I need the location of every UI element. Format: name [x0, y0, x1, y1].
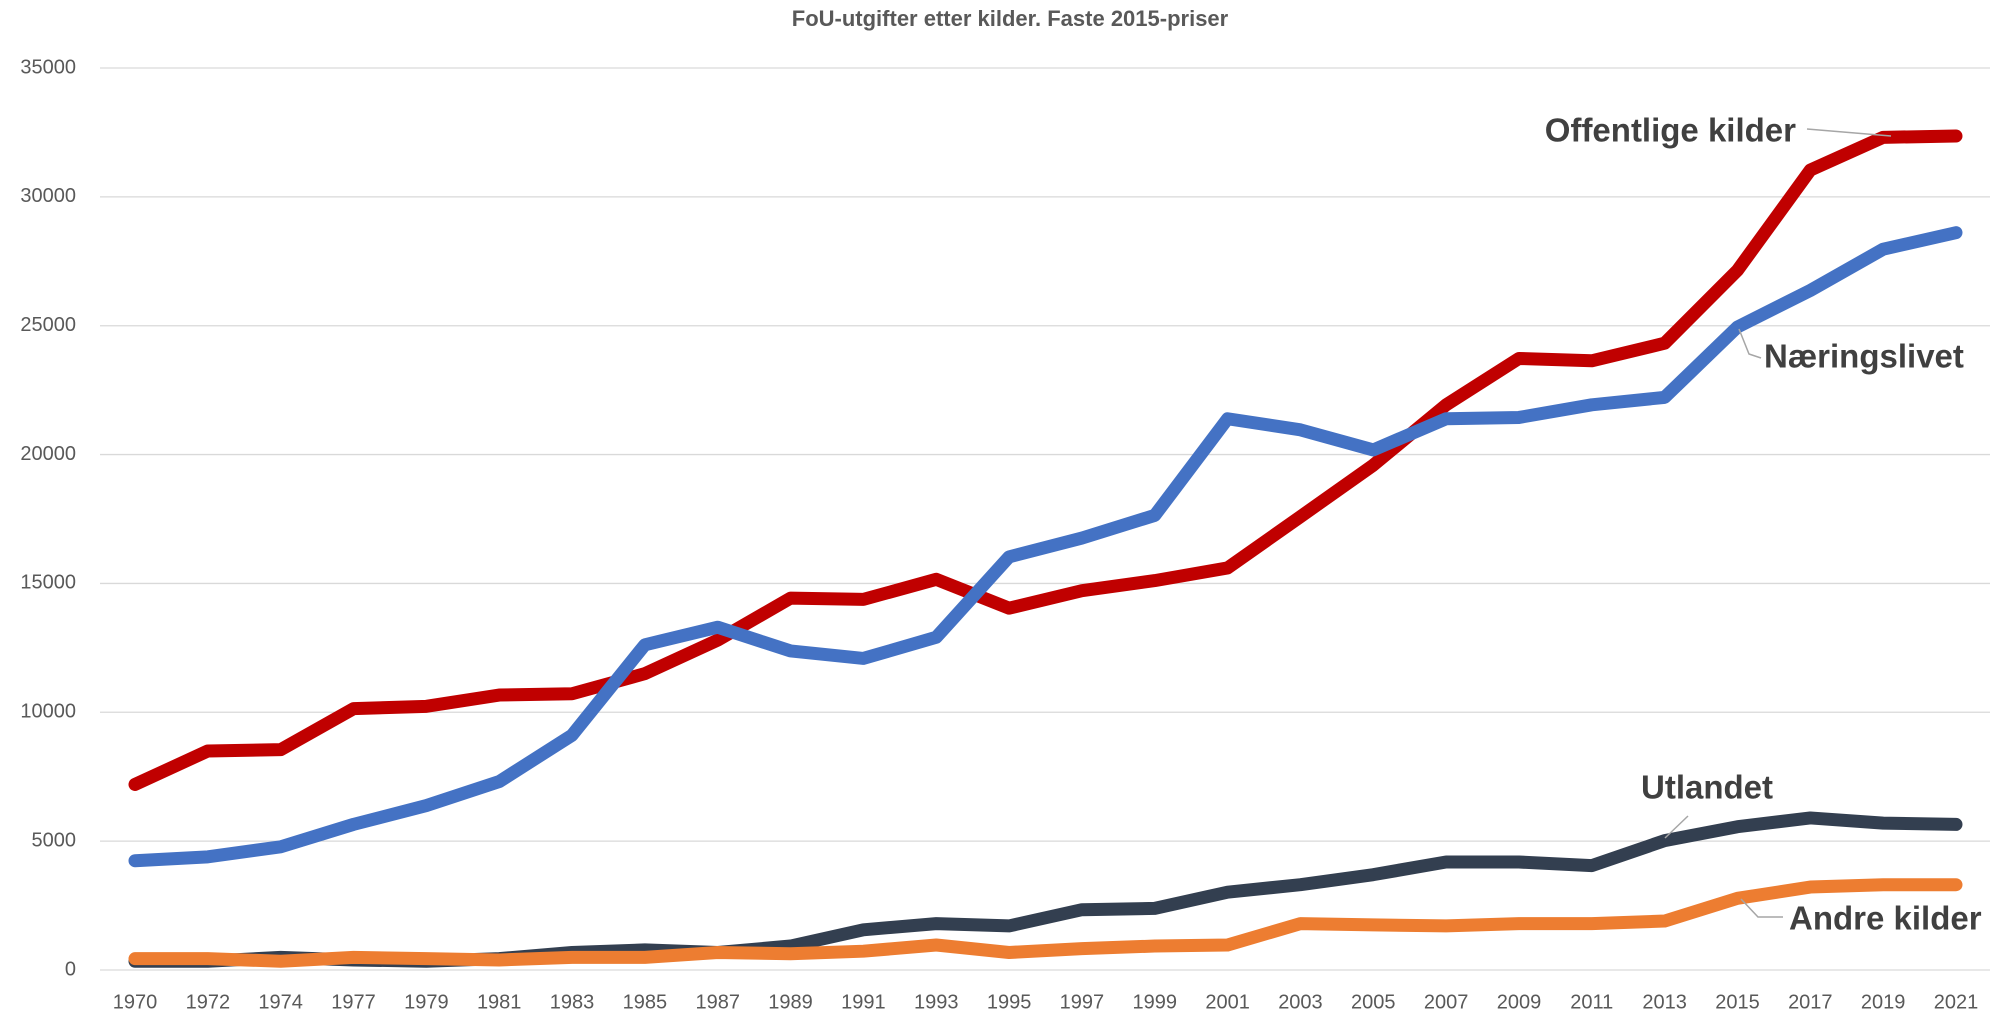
x-tick-label: 1972	[186, 991, 231, 1013]
x-tick-label: 1985	[623, 991, 668, 1013]
y-tick-label: 30000	[20, 185, 76, 207]
x-tick-label: 1983	[550, 991, 595, 1013]
leader-line	[1664, 815, 1689, 839]
x-tick-label: 2013	[1642, 991, 1687, 1013]
y-tick-label: 5000	[32, 829, 77, 851]
series-line	[128, 226, 1963, 868]
x-tick-label: 2021	[1934, 991, 1979, 1013]
x-tick-label: 2019	[1861, 991, 1906, 1013]
x-tick-label: 1999	[1133, 991, 1178, 1013]
leader-line	[1806, 128, 1892, 137]
series-line	[128, 811, 1963, 968]
leader-line	[1738, 328, 1762, 359]
x-tick-label: 1991	[841, 991, 886, 1013]
x-tick-label: 1995	[987, 991, 1032, 1013]
y-tick-label: 25000	[20, 314, 76, 336]
x-tick-label: 1974	[258, 991, 303, 1013]
y-tick-label: 35000	[20, 56, 76, 78]
x-tick-label: 1987	[695, 991, 740, 1013]
x-tick-label: 1981	[477, 991, 522, 1013]
x-tick-label: 1970	[113, 991, 158, 1013]
series-line	[128, 129, 1963, 791]
y-tick-label: 10000	[20, 701, 76, 723]
series-label: Andre kilder	[1789, 900, 1982, 937]
x-tick-label: 1989	[768, 991, 813, 1013]
leader-line	[1740, 898, 1783, 918]
x-tick-label: 2001	[1205, 991, 1250, 1013]
x-tick-label: 1993	[914, 991, 959, 1013]
series-label: Utlandet	[1641, 769, 1773, 806]
chart-title: FoU-utgifter etter kilder. Faste 2015-pr…	[792, 6, 1229, 31]
y-tick-label: 0	[65, 958, 76, 980]
x-tick-label: 2003	[1278, 991, 1323, 1013]
x-tick-label: 2011	[1570, 991, 1613, 1013]
x-tick-label: 2009	[1497, 991, 1542, 1013]
series-label: Offentlige kilder	[1545, 112, 1796, 149]
x-tick-label: 2017	[1788, 991, 1833, 1013]
y-tick-label: 20000	[20, 443, 76, 465]
x-tick-label: 1979	[404, 991, 449, 1013]
x-tick-label: 2007	[1424, 991, 1469, 1013]
series-label: Næringslivet	[1764, 338, 1964, 375]
x-tick-label: 2015	[1715, 991, 1760, 1013]
x-tick-label: 1997	[1060, 991, 1105, 1013]
x-tick-label: 2005	[1351, 991, 1396, 1013]
y-tick-label: 15000	[20, 572, 76, 594]
x-tick-label: 1977	[331, 991, 376, 1013]
series-line	[128, 878, 1963, 968]
